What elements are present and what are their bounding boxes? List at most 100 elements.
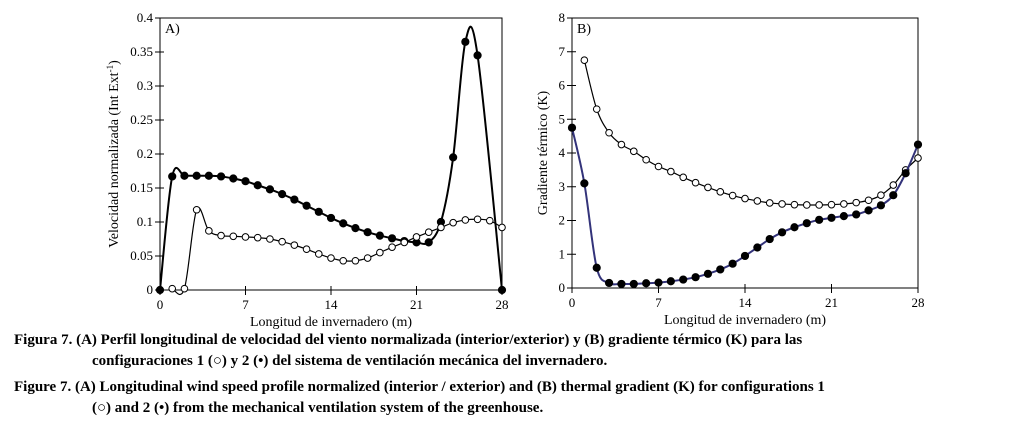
data-point-filled xyxy=(363,228,372,237)
y-tick-label: 0.25 xyxy=(130,112,153,127)
x-axis-label: Longitud de invernadero (m) xyxy=(664,313,826,328)
y-tick-label: 4 xyxy=(559,145,566,160)
caption-en-line1: (A) Longitudinal wind speed profile norm… xyxy=(74,379,825,395)
data-point-filled xyxy=(703,269,713,278)
data-point-open xyxy=(679,173,688,182)
x-tick-label: 21 xyxy=(825,295,838,310)
data-point-filled xyxy=(815,215,824,224)
panel-b-chart: 0 1 2 3 4 5 6 7 8 0 7 14 21 28 B) Longitud de invernade… xyxy=(536,10,925,328)
data-point-open xyxy=(864,196,873,205)
panel-a-chart: 0 0.05 0.1 0.15 0.2 0.25 0.3 0.35 0.4 0 7 14 21 28 A) L… xyxy=(105,10,509,330)
data-point-open xyxy=(388,243,396,251)
data-point-filled xyxy=(827,213,836,222)
data-point-open xyxy=(180,284,189,293)
data-point-open xyxy=(461,216,470,224)
caption-es-line1: (A) Perfil longitudinal de velocidad del… xyxy=(76,332,803,348)
data-point-open xyxy=(363,254,372,262)
x-tick-label: 14 xyxy=(325,297,339,312)
data-point-open xyxy=(827,200,836,209)
data-point-open xyxy=(605,128,613,137)
data-point-open xyxy=(802,201,811,209)
x-tick-label: 7 xyxy=(242,297,249,312)
y-tick-label: 3 xyxy=(559,179,566,194)
data-point-open xyxy=(473,215,482,224)
caption-spanish: Figura 7. (A) Perfil longitudinal de vel… xyxy=(14,330,1026,372)
plot-frame xyxy=(571,17,919,289)
data-point-filled xyxy=(777,228,787,237)
data-point-open xyxy=(642,155,650,164)
data-point-open xyxy=(654,162,663,171)
data-point-open xyxy=(889,181,898,189)
caption-es-line2: configuraciones 1 (○) y 2 (•) del sistem… xyxy=(92,353,608,369)
data-point-filled xyxy=(155,285,165,295)
data-point-open xyxy=(765,199,774,207)
data-point-filled xyxy=(567,123,577,132)
data-point-open xyxy=(580,56,589,64)
data-point-filled xyxy=(592,263,601,272)
data-point-filled xyxy=(473,51,482,60)
data-point-filled xyxy=(790,223,799,232)
data-point-filled xyxy=(302,201,311,210)
caption-en-lead: Figure 7. xyxy=(14,379,72,395)
x-tick-label: 7 xyxy=(655,295,662,310)
data-point-filled xyxy=(728,259,737,268)
data-point-filled xyxy=(180,171,189,180)
data-point-open xyxy=(314,250,323,258)
data-point-open xyxy=(327,254,335,262)
y-axis-label: Gradiente térmico (K) xyxy=(536,90,551,215)
data-point-filled xyxy=(253,181,262,190)
y-axis-label: Velocidad normalizada (Int Ext-1) xyxy=(105,60,122,248)
y-tick-label: 0 xyxy=(147,282,154,297)
y-axis-label-end: ) xyxy=(107,60,122,65)
data-point-filled xyxy=(876,201,886,210)
data-point-filled xyxy=(691,273,700,282)
data-point-open xyxy=(877,191,885,199)
data-point-open xyxy=(790,200,799,209)
series-line-config-2 xyxy=(571,127,919,286)
data-point-filled xyxy=(864,206,873,215)
data-point-open xyxy=(914,154,922,162)
plot-frame xyxy=(159,17,503,291)
data-point-filled xyxy=(229,174,238,183)
data-point-filled xyxy=(802,219,811,228)
y-tick-label: 6 xyxy=(559,78,566,93)
data-point-filled xyxy=(617,279,626,289)
data-point-open xyxy=(617,140,626,149)
data-point-open xyxy=(592,105,601,113)
data-point-filled xyxy=(351,224,360,233)
data-point-open xyxy=(278,237,286,246)
y-tick-label: 8 xyxy=(559,10,566,25)
x-tick-label: 14 xyxy=(739,295,753,310)
data-point-open xyxy=(253,233,262,242)
data-point-open xyxy=(815,201,823,209)
y-tick-label: 0.2 xyxy=(137,146,153,161)
y-axis-label-superscript: -1 xyxy=(105,65,115,73)
y-tick-label: 0.15 xyxy=(130,180,153,195)
y-tick-label: 0 xyxy=(559,280,566,295)
data-point-filled xyxy=(604,278,614,288)
data-point-filled xyxy=(629,279,638,289)
data-point-open xyxy=(302,245,311,253)
figure-7: 00.050.10.150.20.250.30.350.40 7 14 21 28A)L… xyxy=(105,10,925,330)
data-point-filled xyxy=(204,171,213,180)
data-point-filled xyxy=(168,172,177,181)
data-point-open xyxy=(485,216,494,225)
y-tick-label: 0.05 xyxy=(130,248,153,263)
data-point-filled xyxy=(326,213,336,223)
data-point-open xyxy=(412,233,421,241)
data-point-open xyxy=(290,241,299,249)
data-point-filled xyxy=(216,172,226,181)
data-point-open xyxy=(376,248,384,257)
x-axis-label: Longitud de invernadero (m) xyxy=(250,315,412,330)
data-point-filled xyxy=(265,185,275,194)
y-tick-label: 0.35 xyxy=(130,44,153,59)
x-tick-label: 0 xyxy=(569,295,576,310)
data-point-filled xyxy=(654,278,663,287)
data-point-open xyxy=(498,223,506,232)
data-point-filled xyxy=(241,177,250,186)
data-point-filled xyxy=(375,231,384,240)
caption-en-line2: (○) and 2 (•) from the mechanical ventil… xyxy=(92,400,544,416)
caption-es-lead: Figura 7. xyxy=(14,332,73,348)
data-point-open xyxy=(339,256,348,265)
y-tick-label: 5 xyxy=(559,111,566,126)
